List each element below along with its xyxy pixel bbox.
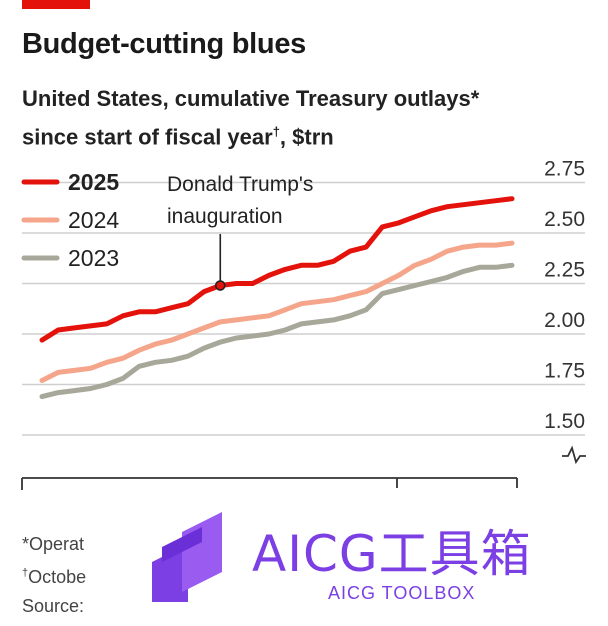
line-chart: 1.50 1.75 2.00 2.25 2.50 2.75 Donald Trump's in… <box>21 158 586 490</box>
subtitle-dagger: † <box>272 124 280 139</box>
y-tick-label: 2.75 <box>544 158 585 181</box>
subtitle-line1: United States, cumulative Treasury outla… <box>22 86 480 111</box>
y-tick-label: 2.50 <box>544 208 585 231</box>
legend-label-2024: 2024 <box>68 207 119 233</box>
footnote-october: †Octobe <box>22 559 86 592</box>
aicg-logo-icon <box>152 512 222 602</box>
chart-subtitle: United States, cumulative Treasury outla… <box>22 82 479 153</box>
footnote-source: Source: <box>22 596 85 616</box>
footnote-operating: *Operat <box>22 534 85 554</box>
brand-bar <box>22 0 90 9</box>
axis-break-icon <box>562 445 586 465</box>
annotation-label-line2: inauguration <box>167 205 283 228</box>
watermark-overlay: AICG工具箱 AICG TOOLBOX <box>92 488 608 626</box>
series-line-2023 <box>39 262 515 400</box>
y-tick-label: 1.75 <box>544 360 585 383</box>
y-tick-label: 2.25 <box>544 259 585 282</box>
subtitle-line2: since start of fiscal year†, $trn <box>22 115 479 153</box>
y-tick-label: 1.50 <box>544 410 585 433</box>
footnote-dagger: † <box>22 567 29 579</box>
annotation-label-line1: Donald Trump's <box>167 173 313 196</box>
legend-label-2023: 2023 <box>68 245 119 271</box>
series-line-2024 <box>39 240 515 383</box>
subtitle-line2-post: , $trn <box>279 124 334 150</box>
footnotes: *Operat †Octobe Source: <box>22 530 86 621</box>
series-line-2025 <box>39 196 515 343</box>
chart-title: Budget-cutting blues <box>22 28 306 60</box>
subtitle-line2-pre: since start of fiscal year <box>22 124 273 150</box>
y-tick-label: 2.00 <box>544 309 585 332</box>
watermark-text: AICG工具箱 <box>252 525 532 583</box>
footnote-october-text: Octobe <box>28 567 87 587</box>
watermark-subtext: AICG TOOLBOX <box>328 583 476 603</box>
legend-label-2025: 2025 <box>68 169 119 195</box>
annotation-marker <box>214 280 226 291</box>
